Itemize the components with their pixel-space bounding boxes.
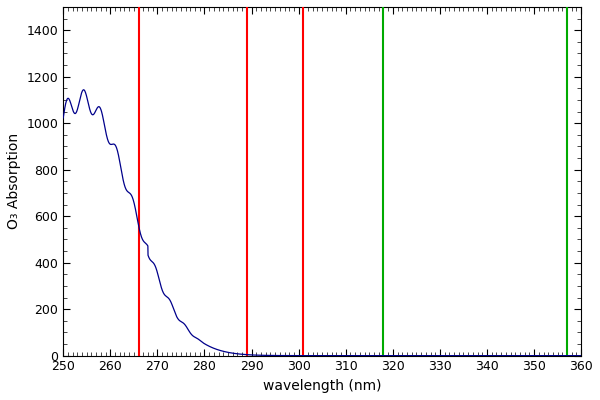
- X-axis label: wavelength (nm): wavelength (nm): [263, 379, 382, 393]
- Y-axis label: O₃ Absorption: O₃ Absorption: [7, 133, 21, 229]
